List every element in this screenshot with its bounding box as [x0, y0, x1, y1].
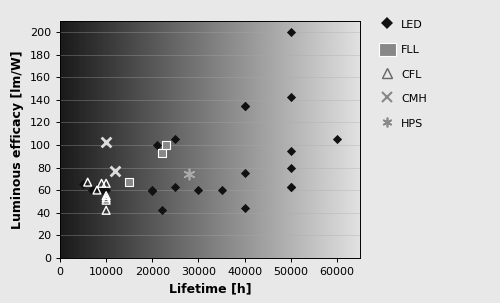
Point — [93, 185, 101, 190]
Point — [194, 188, 202, 192]
Point — [102, 188, 110, 192]
Point — [102, 139, 110, 144]
X-axis label: Lifetime [h]: Lifetime [h] — [168, 282, 252, 295]
Point — [102, 181, 110, 186]
Point — [287, 184, 295, 189]
Point — [102, 195, 110, 200]
Point — [240, 206, 248, 211]
Point — [98, 181, 106, 186]
Point — [148, 188, 156, 192]
Point — [287, 94, 295, 99]
Point — [162, 143, 170, 148]
Point — [88, 188, 96, 192]
Point — [102, 208, 110, 213]
Point — [158, 208, 166, 213]
Point — [287, 30, 295, 35]
Point — [84, 180, 92, 185]
Point — [102, 198, 110, 203]
Y-axis label: Luminous efficacy [lm/W]: Luminous efficacy [lm/W] — [12, 50, 24, 229]
Point — [112, 168, 120, 173]
Point — [287, 148, 295, 153]
Point — [148, 189, 156, 194]
Point — [240, 103, 248, 108]
Point — [333, 137, 341, 142]
Point — [240, 171, 248, 175]
Legend: LED, FLL, CFL, CMH, HPS: LED, FLL, CFL, CMH, HPS — [376, 15, 430, 134]
Point — [102, 193, 110, 198]
Point — [185, 172, 193, 177]
Point — [93, 188, 101, 192]
Point — [125, 180, 133, 185]
Point — [287, 184, 295, 189]
Point — [287, 165, 295, 170]
Point — [158, 151, 166, 155]
Point — [98, 188, 106, 192]
Point — [172, 137, 179, 142]
Point — [153, 143, 161, 148]
Point — [240, 103, 248, 108]
Point — [218, 188, 226, 192]
Point — [79, 182, 87, 187]
Point — [172, 184, 179, 189]
